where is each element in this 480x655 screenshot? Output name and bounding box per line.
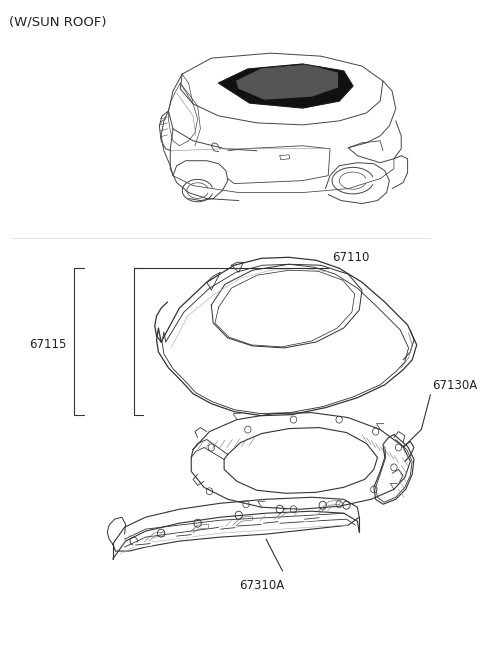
Text: 67110: 67110 (332, 252, 369, 264)
Polygon shape (219, 64, 353, 108)
Text: 67115: 67115 (29, 339, 66, 352)
Text: (W/SUN ROOF): (W/SUN ROOF) (9, 15, 106, 28)
Text: 67310A: 67310A (239, 579, 284, 592)
Text: 67130A: 67130A (432, 379, 478, 392)
Polygon shape (237, 65, 337, 99)
